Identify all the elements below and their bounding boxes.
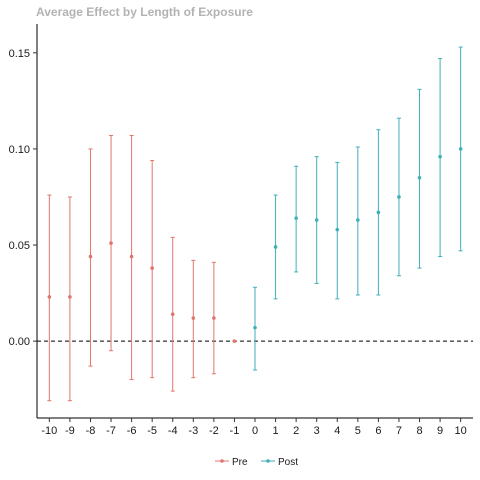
legend-key-point: [266, 459, 270, 463]
y-tick-label: 0.10: [9, 144, 30, 156]
x-tick-label: -7: [106, 425, 116, 437]
data-point: [109, 241, 113, 245]
legend-label: Post: [278, 457, 298, 468]
data-point: [212, 316, 216, 320]
x-tick-label: -9: [65, 425, 75, 437]
x-tick-label: -3: [188, 425, 198, 437]
x-tick-label: -5: [147, 425, 157, 437]
legend: Pre Post: [215, 457, 298, 468]
x-tick-label: -1: [230, 425, 240, 437]
x-tick-label: -10: [41, 425, 57, 437]
data-point: [438, 154, 442, 159]
data-point: [356, 218, 360, 222]
legend-label: Pre: [232, 457, 248, 468]
data-point: [170, 312, 175, 317]
x-tick-label: -2: [209, 425, 219, 437]
x-tick-label: 2: [293, 425, 299, 437]
data-point: [376, 210, 381, 215]
y-tick-label: 0.00: [9, 336, 30, 348]
data-point: [88, 254, 93, 259]
x-tick-label: 5: [355, 425, 361, 437]
data-point: [458, 147, 463, 151]
x-tick-label: -8: [86, 425, 96, 437]
plot-area: 0.000.050.100.15-10 -9 -8 -7 -6 -5 -4 -3 -2 -1 0 1 2…: [9, 24, 473, 437]
data-point: [191, 316, 196, 320]
x-tick-label: 1: [273, 425, 279, 437]
data-point: [253, 325, 257, 330]
x-tick-label: 8: [416, 425, 422, 437]
x-tick-label: 10: [455, 425, 467, 437]
chart-title: Average Effect by Length of Exposure: [36, 5, 253, 19]
x-tick-label: 7: [396, 425, 402, 437]
x-tick-label: 4: [334, 425, 340, 437]
data-point: [294, 216, 298, 220]
x-tick-label: -6: [127, 425, 137, 437]
data-point: [129, 254, 134, 259]
data-point: [397, 195, 401, 199]
data-point: [47, 295, 52, 299]
x-tick-label: 0: [252, 425, 258, 437]
x-tick-label: 3: [314, 425, 320, 437]
data-point: [417, 175, 422, 180]
x-tick-label: 9: [437, 425, 443, 437]
x-tick-label: 6: [375, 425, 381, 437]
data-point: [314, 218, 319, 222]
y-tick-label: 0.05: [9, 240, 30, 252]
data-point: [335, 227, 340, 232]
y-tick-label: 0.15: [9, 48, 30, 60]
x-tick-label: -4: [168, 425, 178, 437]
data-point: [68, 295, 72, 299]
data-point: [150, 266, 154, 270]
data-point: [273, 245, 278, 249]
data-point: [232, 339, 237, 343]
legend-key-point: [220, 459, 224, 463]
